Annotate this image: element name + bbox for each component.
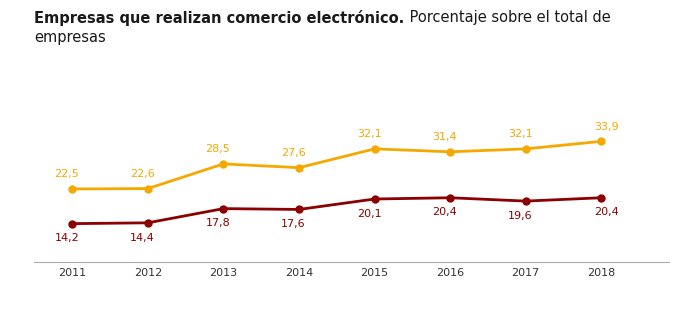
Text: Empresas que realizan comercio electrónico.: Empresas que realizan comercio electróni… <box>34 10 405 26</box>
Text: 20,4: 20,4 <box>595 207 619 217</box>
Text: 17,6: 17,6 <box>281 219 306 229</box>
Text: 17,8: 17,8 <box>206 218 230 228</box>
Text: 22,6: 22,6 <box>130 169 155 179</box>
Text: empresas: empresas <box>34 30 106 45</box>
Text: 33,9: 33,9 <box>595 122 619 132</box>
Text: 28,5: 28,5 <box>206 144 230 154</box>
Text: Porcentaje sobre el total de: Porcentaje sobre el total de <box>405 10 611 25</box>
Text: 20,4: 20,4 <box>432 207 457 217</box>
Text: 19,6: 19,6 <box>508 211 533 221</box>
Text: 32,1: 32,1 <box>357 129 382 139</box>
Text: 22,5: 22,5 <box>55 169 79 179</box>
Text: 32,1: 32,1 <box>508 129 533 139</box>
Text: 14,2: 14,2 <box>55 234 79 243</box>
Text: 20,1: 20,1 <box>357 209 382 219</box>
Text: 31,4: 31,4 <box>432 132 457 142</box>
Text: 14,4: 14,4 <box>130 233 155 243</box>
Text: 27,6: 27,6 <box>281 148 306 158</box>
